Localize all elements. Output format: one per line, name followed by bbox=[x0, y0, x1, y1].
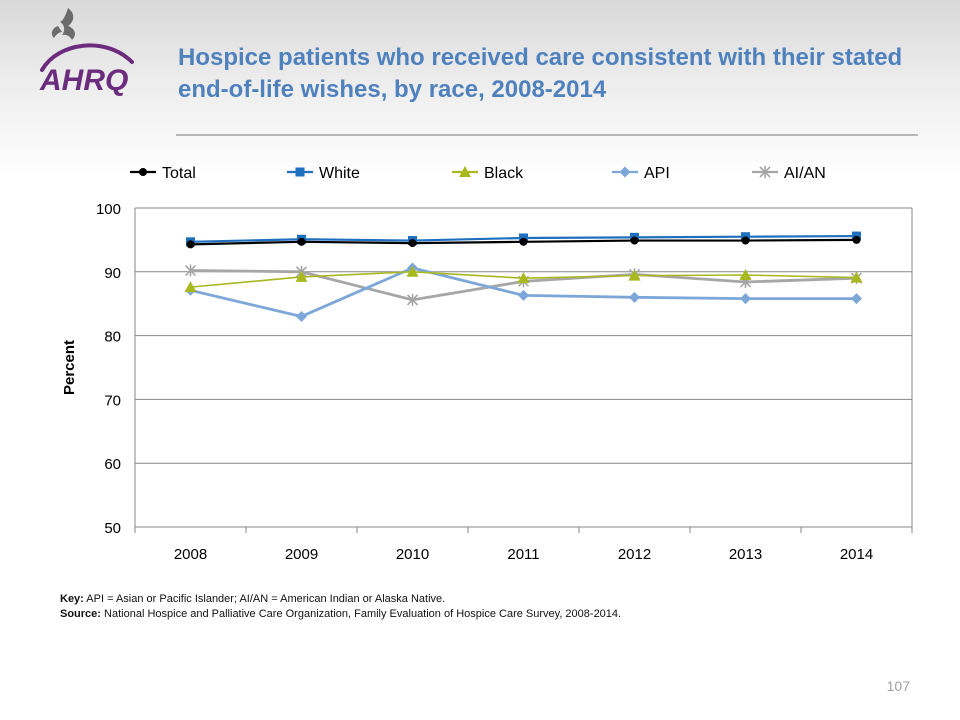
ahrq-logo-text: AHRQ bbox=[39, 64, 128, 97]
data-point-black bbox=[406, 265, 419, 277]
data-point-black bbox=[517, 272, 530, 284]
data-point-black bbox=[295, 270, 308, 282]
data-point-total bbox=[852, 235, 861, 244]
x-tick-label: 2013 bbox=[729, 546, 762, 563]
title-divider bbox=[176, 134, 918, 136]
data-point-black bbox=[739, 268, 752, 280]
x-tick-label: 2010 bbox=[396, 546, 429, 563]
data-point-api bbox=[296, 310, 307, 322]
source-text: National Hospice and Palliative Care Org… bbox=[104, 608, 622, 620]
data-point-total bbox=[408, 239, 417, 248]
y-tick-label: 70 bbox=[104, 392, 121, 409]
source-label: Source: bbox=[60, 608, 101, 620]
footnotes: Key: API = Asian or Pacific Islander; AI… bbox=[60, 592, 920, 622]
legend-label-black: Black bbox=[484, 165, 524, 182]
data-point-api bbox=[518, 289, 529, 301]
legend-label-api: API bbox=[644, 165, 670, 182]
data-point-api bbox=[629, 291, 640, 303]
hhs-eagle-icon bbox=[51, 8, 75, 40]
data-point-total bbox=[519, 237, 528, 246]
x-tick-label: 2009 bbox=[285, 546, 318, 563]
y-tick-label: 80 bbox=[104, 329, 121, 346]
x-tick-label: 2012 bbox=[618, 546, 651, 563]
data-point-black bbox=[184, 281, 197, 293]
data-point-total bbox=[186, 240, 195, 249]
data-point-black bbox=[850, 271, 863, 283]
key-text: API = Asian or Pacific Islander; AI/AN =… bbox=[86, 593, 446, 605]
header-band bbox=[0, 0, 960, 175]
data-point-ai-an bbox=[184, 264, 197, 277]
legend-label-white: White bbox=[319, 165, 360, 182]
source-note: Source: National Hospice and Palliative … bbox=[60, 607, 920, 622]
line-chart: 50 60 70 80 90 100 2008 2009 2010 2011 2012 2013 201… bbox=[61, 165, 913, 563]
key-note: Key: API = Asian or Pacific Islander; AI… bbox=[60, 592, 920, 607]
data-point-black bbox=[628, 269, 641, 281]
key-label: Key: bbox=[60, 593, 84, 605]
data-point-api bbox=[740, 293, 751, 305]
x-tick-label: 2008 bbox=[174, 546, 207, 563]
data-point-total bbox=[297, 237, 306, 246]
y-tick-label: 100 bbox=[96, 201, 121, 218]
legend-marker-api bbox=[619, 166, 631, 178]
ahrq-logo: AHRQ bbox=[39, 8, 134, 97]
legend-marker-white bbox=[295, 167, 305, 177]
y-tick-label: 60 bbox=[104, 456, 121, 473]
y-tick-label: 90 bbox=[104, 265, 121, 282]
legend-label-ai-an: AI/AN bbox=[784, 165, 826, 182]
data-point-api bbox=[851, 293, 862, 305]
legend-marker-black bbox=[459, 166, 471, 177]
page-title: Hospice patients who received care consi… bbox=[178, 44, 903, 103]
y-tick-label: 50 bbox=[104, 520, 121, 537]
data-point-total bbox=[630, 236, 639, 245]
x-tick-label: 2011 bbox=[507, 546, 539, 563]
data-point-ai-an bbox=[406, 293, 419, 306]
y-axis-label: Percent bbox=[61, 340, 78, 395]
legend-label-total: Total bbox=[162, 165, 196, 182]
legend-marker-ai-an bbox=[759, 166, 771, 178]
page-number: 107 bbox=[886, 678, 910, 694]
ahrq-swoosh bbox=[40, 43, 134, 72]
data-point-total bbox=[741, 236, 750, 245]
x-tick-label: 2014 bbox=[840, 546, 873, 563]
legend-marker-total bbox=[139, 168, 147, 176]
